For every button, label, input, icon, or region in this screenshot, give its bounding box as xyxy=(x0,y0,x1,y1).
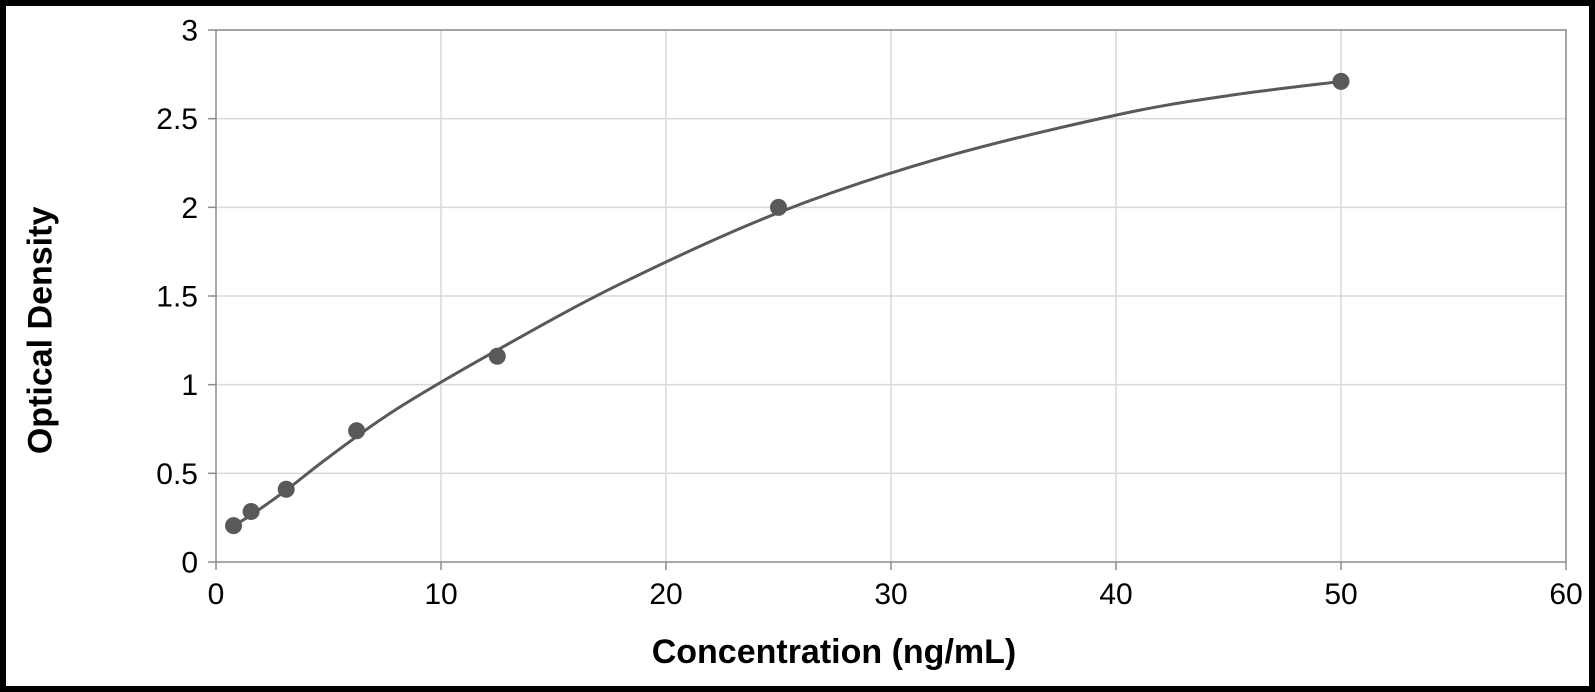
data-point xyxy=(771,199,787,215)
data-point xyxy=(349,423,365,439)
x-tick-label: 40 xyxy=(1099,578,1132,611)
data-point xyxy=(278,481,294,497)
data-point xyxy=(243,503,259,519)
y-tick-label: 0.5 xyxy=(156,458,198,491)
x-tick-label: 60 xyxy=(1549,578,1582,611)
x-tick-label: 20 xyxy=(649,578,682,611)
x-tick-label: 50 xyxy=(1324,578,1357,611)
x-tick-label: 0 xyxy=(208,578,225,611)
data-point xyxy=(489,348,505,364)
y-tick-label: 1.5 xyxy=(156,281,198,314)
data-point xyxy=(1333,73,1349,89)
data-point xyxy=(226,518,242,534)
chart-svg: 0 10 20 30 40 50 60 0 0.5 1 1.5 2 2.5 3 xyxy=(6,6,1589,686)
y-tick-label: 1 xyxy=(181,369,198,402)
y-tick-label: 2.5 xyxy=(156,103,198,136)
y-tick-label: 2 xyxy=(181,192,198,225)
y-tick-label: 3 xyxy=(181,15,198,48)
x-tick-label: 10 xyxy=(424,578,457,611)
y-tick-label: 0 xyxy=(181,547,198,580)
fit-curve xyxy=(234,81,1341,525)
x-tick-label: 30 xyxy=(874,578,907,611)
chart-outer-frame: Optical Density Concentration (ng/mL) 01… xyxy=(0,0,1595,692)
